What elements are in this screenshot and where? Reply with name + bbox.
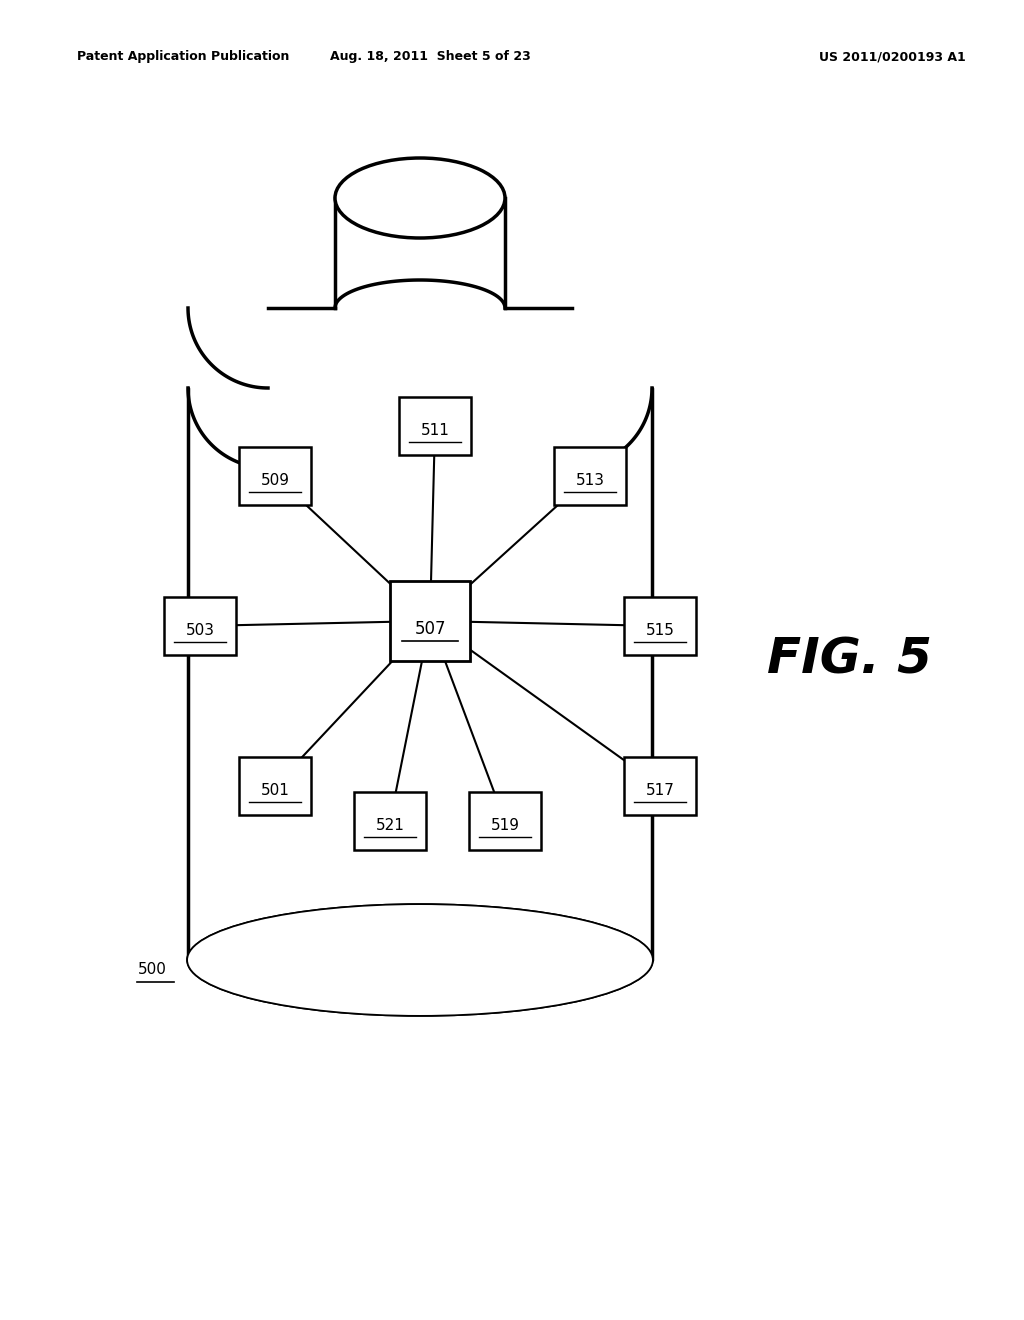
Ellipse shape [188, 906, 652, 1015]
Text: 519: 519 [490, 818, 519, 833]
Text: US 2011/0200193 A1: US 2011/0200193 A1 [819, 50, 966, 63]
Text: Aug. 18, 2011  Sheet 5 of 23: Aug. 18, 2011 Sheet 5 of 23 [330, 50, 530, 63]
Text: 501: 501 [260, 784, 290, 799]
Ellipse shape [335, 158, 505, 238]
Text: 507: 507 [415, 620, 445, 638]
FancyBboxPatch shape [624, 756, 696, 814]
Text: 515: 515 [645, 623, 675, 639]
FancyBboxPatch shape [390, 581, 470, 661]
FancyBboxPatch shape [354, 792, 426, 850]
FancyBboxPatch shape [399, 397, 471, 455]
Text: 513: 513 [575, 474, 604, 488]
Text: 511: 511 [421, 424, 450, 438]
Ellipse shape [188, 906, 652, 1015]
FancyBboxPatch shape [624, 597, 696, 655]
FancyBboxPatch shape [554, 447, 626, 506]
Text: 503: 503 [185, 623, 214, 639]
Text: 509: 509 [260, 474, 290, 488]
Text: 517: 517 [645, 784, 675, 799]
FancyBboxPatch shape [239, 756, 311, 814]
FancyBboxPatch shape [239, 447, 311, 506]
Text: FIG. 5: FIG. 5 [767, 636, 933, 684]
FancyBboxPatch shape [469, 792, 541, 850]
Text: Patent Application Publication: Patent Application Publication [77, 50, 289, 63]
Ellipse shape [188, 906, 652, 1015]
FancyBboxPatch shape [164, 597, 236, 655]
Text: 521: 521 [376, 818, 404, 833]
Text: 500: 500 [137, 962, 167, 978]
